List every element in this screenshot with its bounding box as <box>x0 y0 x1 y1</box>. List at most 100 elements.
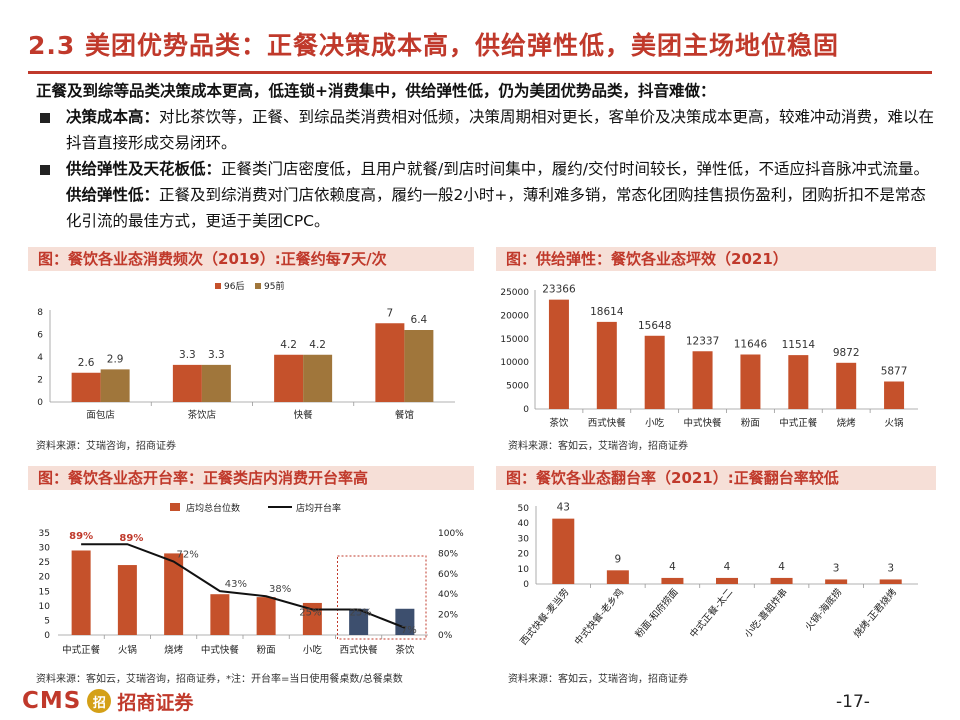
square-bullet-icon <box>40 165 50 175</box>
bar <box>884 381 905 409</box>
bullet-text: 正餐类门店密度低，且用户就餐/到店时间集中，履约/交付时间较长，弹性低，不适应抖… <box>221 160 929 178</box>
data-label: 11514 <box>782 339 816 351</box>
bar <box>770 577 793 584</box>
x-tick-label: 火锅-海底捞 <box>803 586 845 633</box>
legend-swatch-1 <box>255 283 261 289</box>
bar <box>404 330 434 402</box>
y-right-tick-label: 40% <box>438 590 458 600</box>
x-tick-label: 中式快餐-老乡鸡 <box>572 586 626 647</box>
y-tick-label: 2 <box>37 376 43 386</box>
intro-text: 正餐及到综等品类决策成本更高，低连锁+消费集中，供给弹性低，仍为美团优势品类，抖… <box>36 78 936 234</box>
x-tick-label: 烧烤-正君烧烤 <box>851 586 899 640</box>
bar <box>692 351 713 409</box>
y-tick-label: 25000 <box>500 288 529 298</box>
data-label: 3 <box>887 562 894 574</box>
line-data-label: 89% <box>119 533 143 544</box>
square-bullet-icon <box>40 113 50 123</box>
data-label: 7 <box>387 307 394 319</box>
bar <box>302 602 322 635</box>
data-label: 3.3 <box>179 349 196 361</box>
y-tick-label: 4 <box>37 353 43 363</box>
bar <box>825 579 848 584</box>
brand-logo-icon: 招 <box>87 689 112 713</box>
brand-name: 招商证券 <box>117 691 194 714</box>
bar <box>644 335 665 409</box>
x-tick-label: 小吃-喜姐炸串 <box>742 586 790 640</box>
line-data-label: 89% <box>69 531 93 542</box>
panel-title-freq: 图：餐饮各业态消费频次（2019）:正餐约每7天/次 <box>28 247 474 271</box>
y-tick-label: 0 <box>523 580 529 590</box>
y-left-tick-label: 25 <box>39 558 50 568</box>
bar <box>740 354 761 409</box>
bar <box>256 597 276 635</box>
x-tick-label: 烧烤 <box>837 417 857 429</box>
x-tick-label: 西式快餐-麦当劳 <box>517 586 571 647</box>
bar <box>164 553 184 635</box>
x-tick-label: 西式快餐 <box>340 644 379 656</box>
y-tick-label: 10 <box>518 565 530 575</box>
y-tick-label: 30 <box>518 534 530 544</box>
data-label: 2.9 <box>107 353 124 365</box>
panel-title-kaitai: 图：餐饮各业态开台率：正餐类店内消费开台率高 <box>28 466 474 490</box>
bullet-keyword: 供给弹性及天花板低： <box>66 160 222 178</box>
intro-lead: 正餐及到综等品类决策成本更高，低连锁+消费集中，供给弹性低，仍为美团优势品类，抖… <box>36 82 716 100</box>
line-data-label: 38% <box>269 584 291 595</box>
y-tick-label: 6 <box>37 331 43 341</box>
y-right-tick-label: 80% <box>438 549 458 559</box>
bar <box>210 594 230 635</box>
x-tick-label: 茶饮 <box>395 644 415 656</box>
bar <box>303 354 333 402</box>
x-tick-label: 茶饮 <box>549 417 569 429</box>
x-tick-label: 中式快餐 <box>684 417 723 429</box>
bar <box>100 369 130 402</box>
x-tick-label: 快餐 <box>294 409 314 421</box>
line-data-label: 25% <box>350 608 372 619</box>
y-tick-label: 50 <box>518 504 530 514</box>
bullet-supply-elasticity: 供给弹性及天花板低：正餐类门店密度低，且用户就餐/到店时间集中，履约/交付时间较… <box>36 156 936 234</box>
y-tick-label: 40 <box>518 519 530 529</box>
line-data-label: 7% <box>401 625 417 636</box>
line-data-label: 25% <box>299 608 321 619</box>
panel-title-pingxiao: 图：供给弹性：餐饮各业态坪效（2021） <box>496 247 936 271</box>
line-data-label: 43% <box>225 579 247 590</box>
footer-logo: CMS 招 招商证券 <box>22 686 193 716</box>
y-tick-label: 10000 <box>500 358 529 368</box>
data-label: 4.2 <box>280 339 297 351</box>
bar <box>117 565 137 635</box>
legend-swatch-0 <box>215 283 221 289</box>
bar <box>172 364 202 402</box>
y-tick-label: 8 <box>37 308 43 318</box>
x-tick-label: 中式正餐-太二 <box>687 586 735 640</box>
line-series <box>81 543 406 629</box>
highlight-box <box>337 555 427 640</box>
data-label: 23366 <box>542 284 576 296</box>
bar <box>349 608 369 635</box>
data-label: 43 <box>557 502 570 514</box>
title-divider <box>28 71 932 74</box>
y-right-tick-label: 20% <box>438 611 458 621</box>
bullet-decision-cost: 决策成本高：对比茶饮等，正餐、到综品类消费相对低频，决策周期相对更长，客单价及决… <box>36 104 936 156</box>
bar <box>395 608 415 635</box>
x-tick-label: 粉面 <box>741 417 760 429</box>
bar <box>201 364 231 402</box>
bar <box>788 355 809 409</box>
data-label: 2.6 <box>78 357 95 369</box>
y-tick-label: 20 <box>518 550 530 560</box>
x-tick-label: 茶饮店 <box>188 409 217 421</box>
page-title: 2.3 美团优势品类：正餐决策成本高，供给弹性低，美团主场地位稳固 <box>28 31 839 60</box>
x-tick-label: 中式正餐 <box>779 417 818 429</box>
y-tick-label: 20000 <box>500 311 529 321</box>
x-tick-label: 面包店 <box>86 409 115 421</box>
data-label: 4 <box>724 561 731 573</box>
source-kaitai: 资料来源：客如云，艾瑞咨询，招商证券，*注：开台率=当日使用餐桌数/总餐桌数 <box>36 674 403 685</box>
bullet-text: 对比茶饮等，正餐、到综品类消费相对低频，决策周期相对更长，客单价及决策成本更高，… <box>66 108 935 152</box>
y-tick-label: 0 <box>37 398 43 408</box>
bar <box>836 362 857 409</box>
data-label: 4.2 <box>309 339 326 351</box>
x-tick-label: 西式快餐 <box>588 417 627 429</box>
legend-label-0: 96后 <box>224 281 244 292</box>
y-tick-label: 15000 <box>500 335 529 345</box>
x-tick-label: 中式正餐 <box>62 644 101 656</box>
bullet-text-2: 正餐及到综消费对门店依赖度高，履约一般2小时+，薄利难多销，常态化团购挂售损伤盈… <box>66 186 926 230</box>
